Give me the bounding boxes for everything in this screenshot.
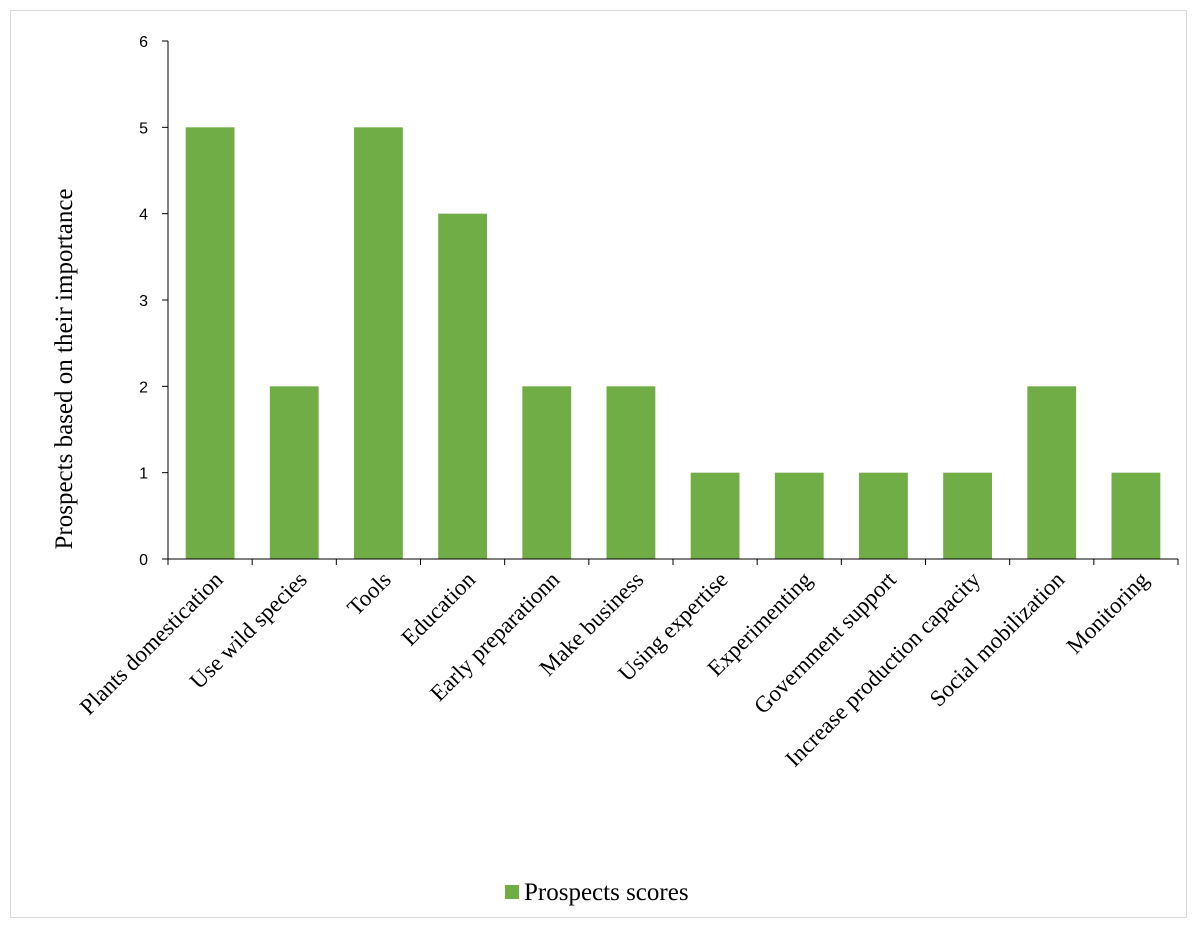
bar-9 xyxy=(943,472,992,559)
bar-10 xyxy=(1027,386,1077,559)
y-tick-label-2: 2 xyxy=(139,379,148,396)
x-tick-label-0: Plants domestication xyxy=(75,567,228,720)
y-axis-title: Prospects based on their importance xyxy=(51,188,78,549)
bar-2 xyxy=(354,127,403,559)
bar-5 xyxy=(606,386,656,559)
bar-3 xyxy=(438,213,487,560)
bar-8 xyxy=(859,472,908,559)
bar-4 xyxy=(522,386,572,559)
x-tick-label-8: Government support xyxy=(749,566,901,718)
y-tick-label-1: 1 xyxy=(139,466,148,483)
y-tick-label-4: 4 xyxy=(139,207,148,224)
legend-label: Prospects scores xyxy=(524,879,689,906)
y-tick-label-5: 5 xyxy=(139,120,148,137)
y-tick-label-0: 0 xyxy=(139,552,148,569)
bar-6 xyxy=(690,472,740,559)
y-tick-label-3: 3 xyxy=(139,293,148,310)
axes-layer xyxy=(162,40,1179,565)
legend-swatch xyxy=(505,885,519,899)
bar-11 xyxy=(1111,472,1161,559)
bar-7 xyxy=(774,472,824,559)
x-tick-label-2: Tools xyxy=(342,567,396,621)
legend: Prospects scores xyxy=(505,879,689,906)
bars-layer xyxy=(185,127,1161,560)
x-tick-label-11: Monitoring xyxy=(1062,567,1154,659)
x-tick-label-3: Education xyxy=(397,567,481,651)
bar-0 xyxy=(185,127,235,559)
bar-1 xyxy=(269,386,319,559)
y-tick-label-6: 6 xyxy=(139,34,148,51)
